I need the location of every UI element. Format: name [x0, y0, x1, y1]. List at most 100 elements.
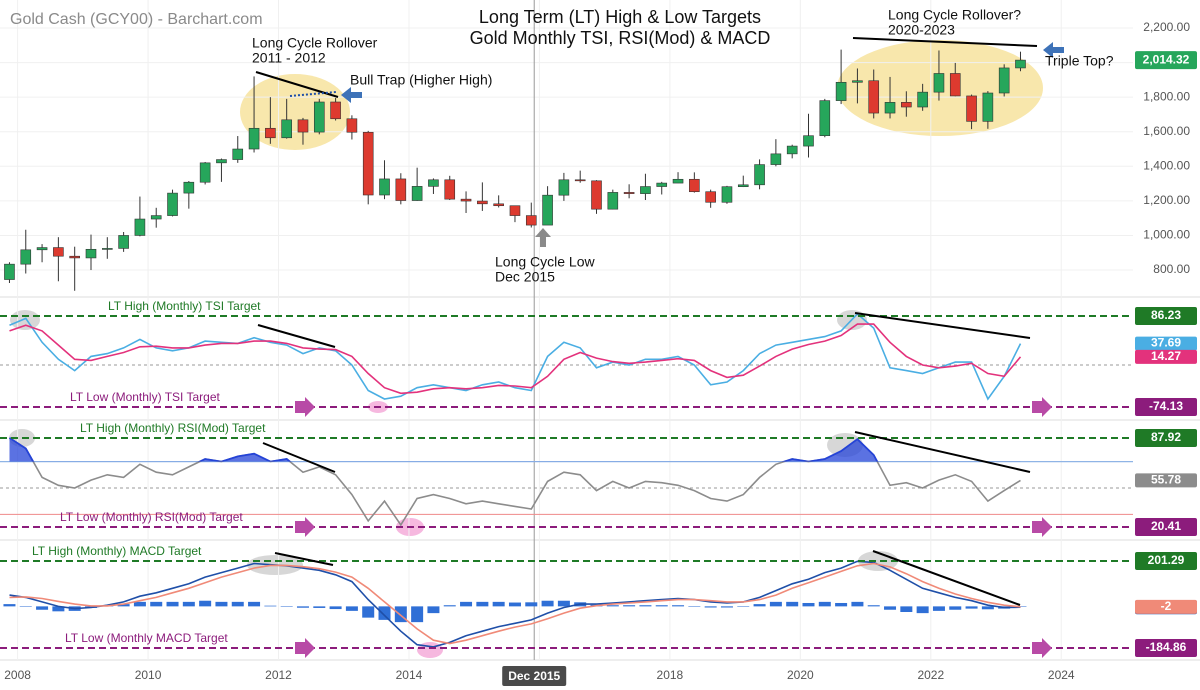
- histogram-bar: [720, 606, 733, 608]
- candle-body: [966, 95, 977, 122]
- badge-label: -74.13: [1149, 399, 1183, 413]
- candle-body: [574, 179, 586, 182]
- crosshair-label-box: [502, 666, 567, 686]
- badge-label: 2,014.32: [1143, 52, 1190, 66]
- candle-body: [477, 200, 488, 205]
- candle-body: [150, 215, 162, 220]
- trend-line: [255, 71, 339, 98]
- annotation: Bull Trap (Higher High): [350, 72, 492, 88]
- value-badge: [1135, 599, 1197, 614]
- peak-marker: [10, 310, 40, 330]
- annotation: Long Cycle Rollover?: [888, 7, 1021, 23]
- candle-body: [998, 67, 1010, 94]
- candle-body: [493, 203, 504, 207]
- candle-body: [623, 192, 635, 194]
- histogram-bar: [835, 602, 848, 607]
- badge-label: 55.78: [1151, 473, 1181, 487]
- histogram-bar: [117, 604, 130, 607]
- candle-body: [558, 179, 570, 196]
- badge-label: 37.69: [1151, 336, 1181, 350]
- value-badge: [1135, 473, 1197, 488]
- candle-body: [640, 186, 651, 194]
- candle-body: [591, 180, 602, 210]
- histogram-bar: [492, 601, 505, 607]
- trend-line: [274, 552, 334, 566]
- trend-line: [257, 324, 336, 348]
- candle-body: [884, 102, 896, 114]
- candle-body: [36, 247, 48, 251]
- target-label: LT Low (Monthly MACD Target: [65, 631, 228, 645]
- histogram-bar: [525, 602, 538, 607]
- y-tick-label: 1,200.00: [1143, 193, 1190, 207]
- histogram-bar: [557, 600, 570, 607]
- candle-body: [835, 81, 847, 101]
- x-tick-label: 2020: [787, 668, 814, 682]
- target-arrow: [295, 638, 315, 659]
- candle-body: [53, 247, 64, 257]
- candle-body: [167, 192, 178, 216]
- candle-body: [265, 127, 276, 139]
- target-label: LT Low (Monthly) RSI(Mod) Target: [60, 510, 243, 524]
- y-tick-label: 1,000.00: [1143, 228, 1190, 242]
- value-badge: [1135, 429, 1197, 448]
- pointer-arrow: [1043, 42, 1064, 58]
- candle-body: [297, 119, 309, 133]
- trend-line: [852, 37, 1038, 47]
- value-badge: [1135, 639, 1197, 658]
- histogram-bar: [655, 605, 668, 607]
- histogram-bar: [150, 601, 163, 607]
- badge-label: 20.41: [1151, 519, 1181, 533]
- annotation: Long Cycle Rollover: [252, 35, 378, 51]
- histogram-bar: [443, 605, 456, 607]
- histogram-bar: [296, 606, 309, 608]
- histogram-bar: [932, 606, 945, 611]
- x-tick-label: 2018: [657, 668, 684, 682]
- candle-body: [770, 153, 782, 165]
- chart-subtitle: Gold Monthly TSI, RSI(Mod) & MACD: [470, 28, 771, 48]
- histogram-bar: [280, 606, 293, 607]
- y-tick-label: 1,400.00: [1143, 158, 1190, 172]
- trend-line: [854, 431, 1031, 473]
- histogram-bar: [965, 606, 978, 609]
- histogram-bar: [36, 606, 49, 610]
- histogram-bar: [378, 606, 391, 620]
- candle-body: [1015, 59, 1026, 69]
- candle-body: [4, 263, 15, 280]
- histogram-bar: [541, 600, 554, 607]
- value-badge: [1135, 398, 1197, 417]
- histogram-bar: [411, 606, 424, 623]
- candle-body: [313, 101, 325, 133]
- histogram-bar: [248, 601, 261, 607]
- histogram-bar: [867, 605, 880, 607]
- histogram-bar: [19, 606, 32, 607]
- candle-body: [852, 80, 863, 83]
- candle-body: [737, 184, 749, 188]
- target-label: LT High (Monthly) MACD Target: [32, 544, 202, 558]
- histogram-bar: [737, 606, 750, 607]
- candle-body: [444, 179, 456, 200]
- candle-body: [901, 102, 912, 108]
- candle-body: [216, 159, 227, 164]
- candle-body: [542, 194, 553, 226]
- y-tick-label: 1,800.00: [1143, 89, 1190, 103]
- x-tick-label: 2008: [4, 668, 31, 682]
- histogram-bar: [427, 606, 440, 614]
- source-label: Gold Cash (GCY00) - Barchart.com: [10, 11, 263, 28]
- badge-label: 87.92: [1151, 430, 1181, 444]
- target-arrow: [295, 516, 315, 537]
- candle-body: [248, 127, 260, 150]
- x-tick-label: 2010: [135, 668, 162, 682]
- pointer-arrow: [341, 87, 362, 103]
- trend-line: [872, 550, 1021, 606]
- candle-body: [428, 179, 439, 187]
- histogram-bar: [753, 604, 766, 607]
- histogram-bar: [981, 606, 994, 610]
- annotation: 2020-2023: [888, 22, 955, 38]
- histogram-bar: [688, 606, 701, 607]
- indicator-line: [9, 560, 1021, 648]
- over-layer: [255, 37, 1064, 606]
- histogram-bar: [215, 601, 228, 607]
- histogram-bar: [508, 602, 521, 607]
